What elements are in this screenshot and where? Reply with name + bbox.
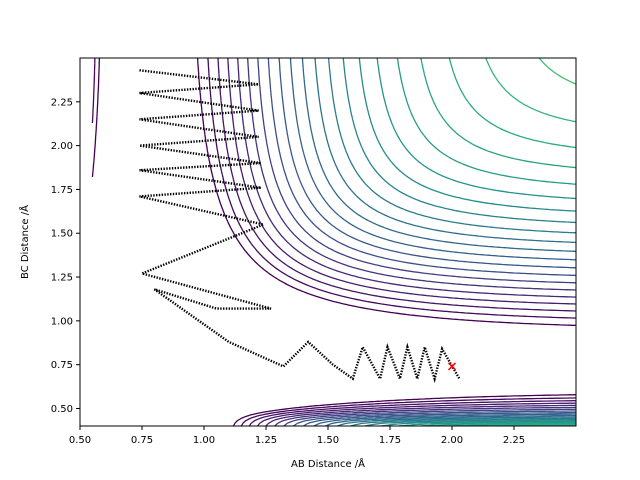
contour-level <box>289 58 576 426</box>
x-tick-label: 1.50 <box>317 435 339 446</box>
y-tick-label: 2.25 <box>51 97 73 108</box>
x-axis-label: AB Distance /Å <box>291 457 365 470</box>
plot-background <box>80 58 576 426</box>
x-axis-ticks: 0.50 0.75 1.00 1.25 1.50 1.75 2.00 2.25 <box>69 426 525 446</box>
y-tick-label: 0.75 <box>51 360 73 371</box>
y-tick-label: 1.00 <box>51 316 73 327</box>
x-tick-label: 2.25 <box>503 435 525 446</box>
contour-level <box>237 58 576 426</box>
contour-lines <box>91 58 576 426</box>
y-axis-label: BC Distance /Å <box>18 205 31 279</box>
contour-level <box>257 58 576 426</box>
contour-level <box>538 58 576 85</box>
end-marker <box>447 362 457 371</box>
end-point-marker <box>447 362 457 371</box>
contour-level <box>448 58 576 426</box>
x-tick-label: 1.75 <box>379 435 401 446</box>
x-tick-label: 0.75 <box>131 435 153 446</box>
x-tick-label: 1.25 <box>255 435 277 446</box>
contour-level <box>485 58 576 123</box>
contour-level <box>278 58 576 426</box>
y-tick-label: 1.25 <box>51 273 73 284</box>
contour-level <box>91 58 576 426</box>
y-tick-label: 1.50 <box>51 229 73 240</box>
y-axis-ticks: 0.50 0.75 1.00 1.25 1.50 1.75 2.00 2.25 <box>51 97 80 415</box>
trajectory-line <box>138 69 461 384</box>
contour-level <box>342 58 576 426</box>
y-tick-label: 2.00 <box>51 141 73 152</box>
x-tick-label: 2.00 <box>441 435 463 446</box>
y-tick-label: 0.50 <box>51 404 73 415</box>
trajectory-path <box>138 69 461 384</box>
x-tick-label: 0.50 <box>69 435 91 446</box>
x-tick-label: 1.00 <box>193 435 215 446</box>
y-tick-label: 1.75 <box>51 185 73 196</box>
